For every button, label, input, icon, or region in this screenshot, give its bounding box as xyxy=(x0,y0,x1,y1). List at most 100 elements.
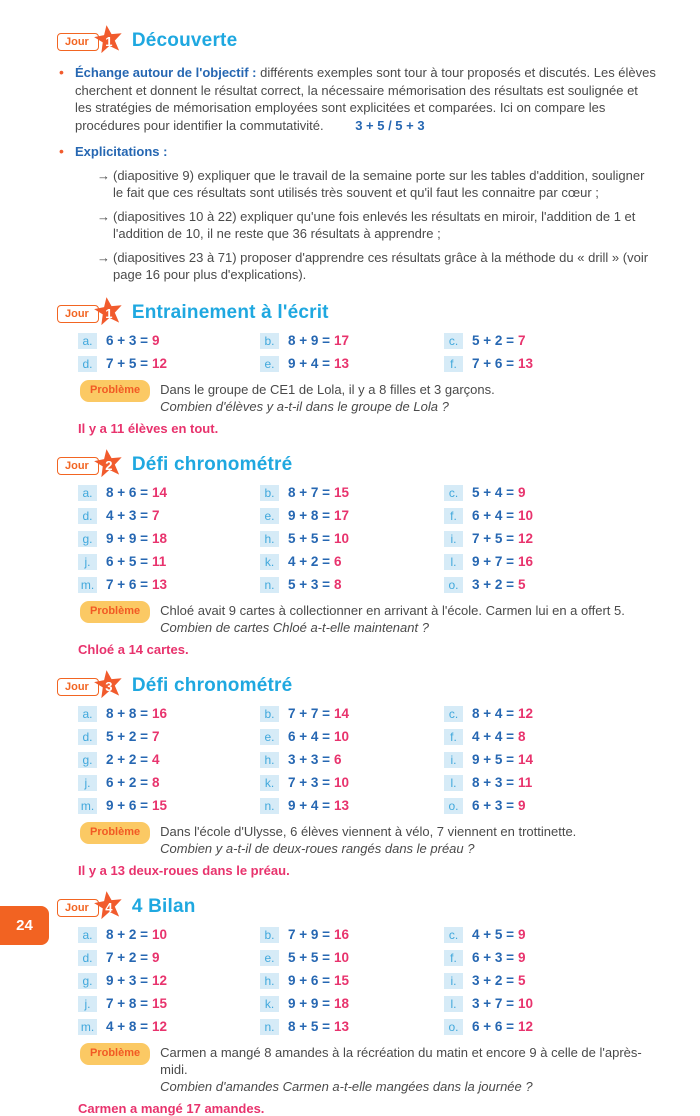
exercise-expression: 4 + 2 = xyxy=(288,554,331,569)
exercise-item: b. 8 + 9 = 17 xyxy=(260,332,444,349)
exercise-item: j. 6 + 2 = 8 xyxy=(78,774,260,791)
exercise-expression: 7 + 6 = xyxy=(472,356,515,371)
exercise-letter: o. xyxy=(444,576,463,593)
exercise-answer: 5 xyxy=(518,973,526,988)
arrow-text: (diapositive 9) expliquer que le travail… xyxy=(113,167,645,201)
exercise-letter: n. xyxy=(260,576,279,593)
exercise-letter: b. xyxy=(260,484,279,501)
exercise-answer: 12 xyxy=(152,1019,168,1034)
exercise-letter: f. xyxy=(444,355,463,372)
exercise-item: f. 6 + 4 = 10 xyxy=(444,507,658,524)
exercise-answer: 13 xyxy=(518,356,534,371)
exercise-item: o. 3 + 2 = 5 xyxy=(444,576,658,593)
exercise-expression: 8 + 7 = xyxy=(288,485,331,500)
exercise-answer: 12 xyxy=(518,1019,534,1034)
exercise-letter: n. xyxy=(260,1018,279,1035)
exercise-letter: m. xyxy=(78,576,97,593)
exercise-answer: 11 xyxy=(152,554,167,569)
exercise-letter: m. xyxy=(78,797,97,814)
problem-statement: Dans l'école d'Ulysse, 6 élèves viennent… xyxy=(160,823,577,839)
exercise-answer: 17 xyxy=(334,333,350,348)
exercise-item: f. 7 + 6 = 13 xyxy=(444,355,658,372)
exercise-answer: 10 xyxy=(334,729,350,744)
exercise-answer: 15 xyxy=(334,485,350,500)
exercise-letter: c. xyxy=(444,484,463,501)
exercise-item: i. 3 + 2 = 5 xyxy=(444,972,658,989)
arrow-text: (diapositives 10 à 22) expliquer qu'une … xyxy=(113,208,636,242)
exercise-expression: 6 + 4 = xyxy=(472,508,515,523)
exercise-expression: 6 + 5 = xyxy=(106,554,149,569)
exercise-grid: a. 8 + 8 = 16 b. 7 + 7 = 14 c. 8 + 4 = 1… xyxy=(78,705,658,814)
exercise-expression: 3 + 7 = xyxy=(472,996,515,1011)
exercise-item: d. 5 + 2 = 7 xyxy=(78,728,260,745)
problem-statement: Dans le groupe de CE1 de Lola, il y a 8 … xyxy=(160,381,495,397)
exercise-expression: 7 + 8 = xyxy=(106,996,149,1011)
exercise-expression: 4 + 4 = xyxy=(472,729,515,744)
exercise-answer: 10 xyxy=(334,775,350,790)
problem-block: Problème Dans le groupe de CE1 de Lola, … xyxy=(80,379,658,415)
exercise-expression: 9 + 5 = xyxy=(472,752,515,767)
exercise-expression: 6 + 3 = xyxy=(106,333,149,348)
exercise-letter: i. xyxy=(444,751,463,768)
exercise-item: f. 6 + 3 = 9 xyxy=(444,949,658,966)
exercise-item: e. 5 + 5 = 10 xyxy=(260,949,444,966)
exercise-expression: 8 + 6 = xyxy=(106,485,149,500)
day-section: Jour 3 Défi chronométré a. 8 + 8 = 16 b.… xyxy=(57,675,658,878)
exercise-letter: o. xyxy=(444,797,463,814)
exercise-expression: 7 + 7 = xyxy=(288,706,331,721)
exercise-letter: d. xyxy=(78,355,97,372)
exercise-letter: e. xyxy=(260,728,279,745)
day-sections-container: Jour 1 Entrainement à l'écrit a. 6 + 3 =… xyxy=(57,302,658,1116)
exercise-letter: c. xyxy=(444,332,463,349)
exercise-item: j. 6 + 5 = 11 xyxy=(78,553,260,570)
exercise-item: m. 4 + 8 = 12 xyxy=(78,1018,260,1035)
bullet-icon: • xyxy=(59,64,64,80)
arrow-item: → (diapositives 10 à 22) expliquer qu'un… xyxy=(97,208,658,243)
jour-badge: Jour 2 xyxy=(57,454,117,476)
exercise-answer: 10 xyxy=(334,950,350,965)
exercise-expression: 4 + 8 = xyxy=(106,1019,149,1034)
exercise-expression: 7 + 5 = xyxy=(472,531,515,546)
bullet-objectif: • Échange autour de l'objectif : différe… xyxy=(57,64,658,134)
exercise-letter: f. xyxy=(444,728,463,745)
jour-day-number: 2 xyxy=(104,456,113,472)
exercise-expression: 5 + 3 = xyxy=(288,577,331,592)
exercise-expression: 5 + 2 = xyxy=(106,729,149,744)
exercise-expression: 8 + 4 = xyxy=(472,706,515,721)
section-title: Défi chronométré xyxy=(131,453,293,475)
exercise-letter: f. xyxy=(444,507,463,524)
exercise-expression: 2 + 2 = xyxy=(106,752,149,767)
exercise-answer: 9 xyxy=(518,950,526,965)
exercise-answer: 6 xyxy=(334,554,342,569)
exercise-answer: 10 xyxy=(152,927,168,942)
exercise-answer: 16 xyxy=(518,554,534,569)
problem-question: Combien d'élèves y a-t-il dans le groupe… xyxy=(160,398,449,414)
exercise-item: c. 5 + 4 = 9 xyxy=(444,484,658,501)
exercise-item: c. 8 + 4 = 12 xyxy=(444,705,658,722)
exercise-item: d. 4 + 3 = 7 xyxy=(78,507,260,524)
exercise-expression: 5 + 5 = xyxy=(288,531,331,546)
exercise-item: e. 6 + 4 = 10 xyxy=(260,728,444,745)
exercise-item: d. 7 + 5 = 12 xyxy=(78,355,260,372)
exercise-letter: a. xyxy=(78,926,97,943)
exercise-expression: 3 + 2 = xyxy=(472,577,515,592)
exercise-expression: 9 + 4 = xyxy=(288,356,331,371)
section-title: Découverte xyxy=(131,30,238,51)
exercise-item: a. 8 + 6 = 14 xyxy=(78,484,260,501)
exercise-answer: 6 xyxy=(334,752,342,767)
jour-day-number: 4 xyxy=(104,898,113,914)
exercise-item: i. 9 + 5 = 14 xyxy=(444,751,658,768)
exercise-letter: m. xyxy=(78,1018,97,1035)
exercise-item: l. 3 + 7 = 10 xyxy=(444,995,658,1012)
exercise-item: e. 9 + 4 = 13 xyxy=(260,355,444,372)
exercise-item: l. 9 + 7 = 16 xyxy=(444,553,658,570)
formula-text: 3 + 5 / 5 + 3 xyxy=(355,117,425,133)
exercise-answer: 16 xyxy=(152,706,168,721)
exercise-answer: 18 xyxy=(334,996,350,1011)
exercise-expression: 9 + 3 = xyxy=(106,973,149,988)
exercise-expression: 9 + 6 = xyxy=(288,973,331,988)
exercise-expression: 4 + 3 = xyxy=(106,508,149,523)
page-number-tab: 24 xyxy=(0,906,49,945)
exercise-item: d. 7 + 2 = 9 xyxy=(78,949,260,966)
exercise-item: n. 9 + 4 = 13 xyxy=(260,797,444,814)
